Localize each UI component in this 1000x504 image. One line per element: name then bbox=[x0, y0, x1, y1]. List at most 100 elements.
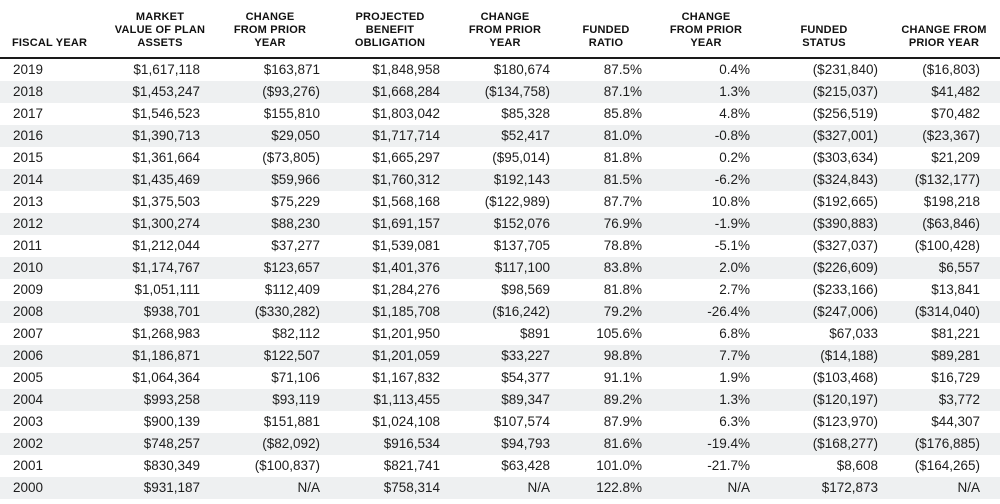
table-row: 2012 $1,300,274 $88,230 $1,691,157 $152,076 7… bbox=[0, 213, 1000, 235]
table-cell-ratio-change: 6.8% bbox=[719, 326, 750, 341]
table-cell-pbo-change: $33,227 bbox=[501, 348, 550, 363]
table-cell-market-value: $830,349 bbox=[143, 458, 200, 473]
table-cell-status-change: $3,772 bbox=[938, 392, 980, 407]
table-cell-ratio-change: -19.4% bbox=[707, 436, 750, 451]
table-cell-market-value: $1,174,767 bbox=[132, 260, 200, 275]
table-cell-funded-status: ($103,468) bbox=[812, 370, 878, 385]
table-cell-funded-status: ($123,970) bbox=[812, 414, 878, 429]
table-cell-fiscal-year: 2010 bbox=[13, 260, 44, 275]
table-row: 2018 $1,453,247 ($93,276) $1,668,284 ($134,7… bbox=[0, 81, 1000, 103]
table-cell-pbo-change: $54,377 bbox=[501, 370, 550, 385]
table-cell-mv-change: $59,966 bbox=[271, 172, 320, 187]
table-cell-funded-ratio: 81.5% bbox=[603, 172, 642, 187]
table-cell-funded-status: ($215,037) bbox=[812, 84, 878, 99]
table-cell-pbo-change: $89,347 bbox=[501, 392, 550, 407]
table-cell-mv-change: $93,119 bbox=[272, 392, 320, 407]
column-header-pbo-change: CHANGE FROM PRIOR YEAR bbox=[450, 0, 560, 59]
table-cell-ratio-change: -0.8% bbox=[714, 128, 750, 143]
table-cell-projected-obligation: $1,201,059 bbox=[372, 348, 440, 363]
table-cell-market-value: $1,212,044 bbox=[132, 238, 200, 253]
table-cell-projected-obligation: $1,167,832 bbox=[372, 370, 440, 385]
table-cell-projected-obligation: $1,691,157 bbox=[372, 216, 440, 231]
table-cell-projected-obligation: $1,284,276 bbox=[372, 282, 440, 297]
table-cell-status-change: ($23,367) bbox=[922, 128, 980, 143]
table-cell-projected-obligation: $1,113,455 bbox=[373, 392, 440, 407]
table-cell-projected-obligation: $1,185,708 bbox=[372, 304, 440, 319]
table-cell-funded-ratio: 98.8% bbox=[603, 348, 642, 363]
table-cell-status-change: $70,482 bbox=[931, 106, 980, 121]
table-cell-market-value: $993,258 bbox=[143, 392, 200, 407]
table-cell-funded-ratio: 101.0% bbox=[596, 458, 642, 473]
table-cell-pbo-change: $94,793 bbox=[501, 436, 550, 451]
table-cell-funded-status: $8,608 bbox=[836, 458, 878, 473]
table-cell-status-change: ($100,428) bbox=[914, 238, 980, 253]
table-cell-fiscal-year: 2015 bbox=[13, 150, 44, 165]
table-cell-mv-change: $151,881 bbox=[263, 414, 320, 429]
table-cell-funded-ratio: 81.6% bbox=[603, 436, 642, 451]
table-cell-fiscal-year: 2018 bbox=[13, 84, 44, 99]
table-cell-projected-obligation: $1,760,312 bbox=[372, 172, 440, 187]
table-cell-market-value: $1,300,274 bbox=[132, 216, 200, 231]
table-cell-fiscal-year: 2014 bbox=[13, 172, 44, 187]
table-cell-ratio-change: 2.0% bbox=[719, 260, 750, 275]
table-header: FISCAL YEAR MARKET VALUE OF PLAN ASSETS CH… bbox=[0, 0, 1000, 59]
table-cell-fiscal-year: 2009 bbox=[13, 282, 44, 297]
table-cell-funded-ratio: 83.8% bbox=[603, 260, 642, 275]
table-cell-ratio-change: -5.1% bbox=[714, 238, 750, 253]
table-cell-pbo-change: $180,674 bbox=[493, 62, 550, 77]
table-cell-fiscal-year: 2004 bbox=[13, 392, 44, 407]
table-cell-status-change: N/A bbox=[957, 480, 980, 495]
table-cell-ratio-change: -26.4% bbox=[707, 304, 750, 319]
table-cell-pbo-change: ($16,242) bbox=[492, 304, 550, 319]
table-cell-projected-obligation: $1,201,950 bbox=[372, 326, 440, 341]
table-row: 2002 $748,257 ($82,092) $916,534 $94,793 81.6… bbox=[0, 433, 1000, 455]
table-cell-pbo-change: $63,428 bbox=[501, 458, 550, 473]
table-cell-fiscal-year: 2016 bbox=[13, 128, 44, 143]
column-header-projected-obligation: PROJECTED BENEFIT OBLIGATION bbox=[330, 0, 450, 59]
table-cell-ratio-change: 4.8% bbox=[719, 106, 750, 121]
table-cell-mv-change: $88,230 bbox=[271, 216, 320, 231]
table-cell-market-value: $748,257 bbox=[143, 436, 200, 451]
table-cell-pbo-change: $891 bbox=[519, 326, 550, 341]
table-cell-ratio-change: -6.2% bbox=[714, 172, 750, 187]
table-cell-market-value: $938,701 bbox=[143, 304, 200, 319]
table-cell-funded-status: ($327,037) bbox=[812, 238, 878, 253]
table-cell-pbo-change: $117,100 bbox=[494, 260, 550, 275]
column-header-funded-status: FUNDED STATUS bbox=[760, 0, 888, 59]
table-cell-ratio-change: N/A bbox=[727, 480, 750, 495]
table-cell-market-value: $1,186,871 bbox=[132, 348, 200, 363]
table-cell-mv-change: ($93,276) bbox=[262, 84, 320, 99]
table-cell-mv-change: $37,277 bbox=[271, 238, 320, 253]
table-cell-funded-status: ($231,840) bbox=[812, 62, 878, 77]
table-row: 2009 $1,051,111 $112,409 $1,284,276 $98,569 8… bbox=[0, 279, 1000, 301]
table-cell-fiscal-year: 2007 bbox=[13, 326, 44, 341]
table-cell-pbo-change: $98,569 bbox=[501, 282, 550, 297]
table-cell-status-change: ($176,885) bbox=[914, 436, 980, 451]
table-cell-status-change: $6,557 bbox=[938, 260, 980, 275]
table-row: 2006 $1,186,871 $122,507 $1,201,059 $33,227 9… bbox=[0, 345, 1000, 367]
table-cell-mv-change: $122,507 bbox=[263, 348, 320, 363]
table-cell-status-change: $81,221 bbox=[931, 326, 980, 341]
table-cell-funded-ratio: 105.6% bbox=[596, 326, 642, 341]
table-cell-ratio-change: 1.3% bbox=[719, 84, 750, 99]
table-cell-status-change: $13,841 bbox=[931, 282, 980, 297]
table-cell-funded-status: ($120,197) bbox=[812, 392, 878, 407]
table-row: 2007 $1,268,983 $82,112 $1,201,950 $891 105.6… bbox=[0, 323, 1000, 345]
table-row: 2013 $1,375,503 $75,229 $1,568,168 ($122,989… bbox=[0, 191, 1000, 213]
table-cell-pbo-change: ($122,989) bbox=[484, 194, 550, 209]
table-cell-funded-status: ($192,665) bbox=[812, 194, 878, 209]
table-cell-market-value: $1,453,247 bbox=[132, 84, 200, 99]
table-cell-market-value: $900,139 bbox=[143, 414, 200, 429]
table-cell-projected-obligation: $758,314 bbox=[383, 480, 440, 495]
table-row: 2014 $1,435,469 $59,966 $1,760,312 $192,143 8… bbox=[0, 169, 1000, 191]
table-cell-status-change: ($314,040) bbox=[914, 304, 980, 319]
table-cell-projected-obligation: $1,668,284 bbox=[372, 84, 440, 99]
table-cell-projected-obligation: $821,741 bbox=[383, 458, 440, 473]
table-cell-fiscal-year: 2013 bbox=[13, 194, 44, 209]
table-cell-projected-obligation: $1,024,108 bbox=[372, 414, 440, 429]
table-cell-fiscal-year: 2000 bbox=[13, 480, 44, 495]
table-cell-pbo-change: $152,076 bbox=[493, 216, 550, 231]
table-cell-projected-obligation: $1,539,081 bbox=[372, 238, 440, 253]
table-cell-status-change: ($63,846) bbox=[922, 216, 980, 231]
table-row: 2016 $1,390,713 $29,050 $1,717,714 $52,417 81… bbox=[0, 125, 1000, 147]
